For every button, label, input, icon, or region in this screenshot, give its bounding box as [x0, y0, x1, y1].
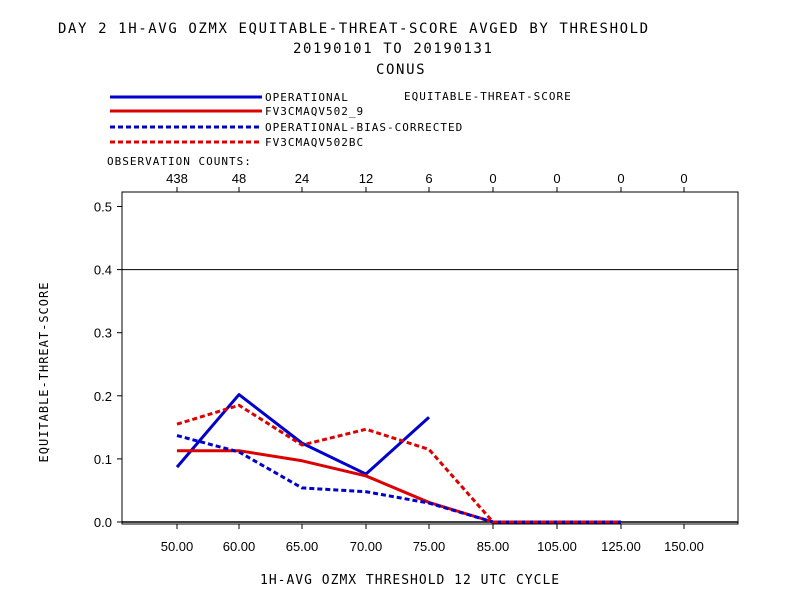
- legend-series-label: OPERATIONAL: [265, 91, 349, 104]
- y-tick-label: 0.4: [94, 263, 112, 278]
- y-tick-label: 0.3: [94, 326, 112, 341]
- series-line: [175, 393, 431, 476]
- legend-series-label: FV3CMAQV502BC: [265, 136, 364, 149]
- x-tick-label: 65.00: [286, 539, 319, 554]
- x-tick-label: 85.00: [477, 539, 510, 554]
- y-tick-label: 0.0: [94, 515, 112, 530]
- observation-count: 24: [295, 171, 309, 186]
- x-tick-label: 105.00: [537, 539, 577, 554]
- observation-count: 0: [489, 171, 496, 186]
- x-axis-label: 1H-AVG OZMX THRESHOLD 12 UTC CYCLE: [260, 573, 561, 588]
- y-axis-label: EQUITABLE-THREAT-SCORE: [37, 281, 51, 463]
- chart-title: DAY 2 1H-AVG OZMX EQUITABLE-THREAT-SCORE…: [58, 21, 650, 37]
- series-line: [176, 434, 621, 524]
- legend-series-label: FV3CMAQV502_9: [265, 105, 364, 118]
- observation-count: 0: [680, 171, 687, 186]
- y-tick-label: 0.2: [94, 389, 112, 404]
- legend-metric-label: EQUITABLE-THREAT-SCORE: [404, 90, 572, 103]
- observation-count: 0: [553, 171, 560, 186]
- x-tick-label: 75.00: [413, 539, 446, 554]
- y-tick-label: 0.5: [94, 200, 112, 215]
- series-line: [176, 403, 621, 524]
- observation-count: 0: [617, 171, 624, 186]
- chart-region: CONUS: [376, 62, 427, 78]
- x-tick-label: 60.00: [223, 539, 256, 554]
- y-tick-label: 0.1: [94, 452, 112, 467]
- x-tick-label: 125.00: [601, 539, 641, 554]
- x-tick-label: 70.00: [350, 539, 383, 554]
- observation-count: 12: [359, 171, 373, 186]
- observation-count: 6: [425, 171, 432, 186]
- legend-series-label: OPERATIONAL-BIAS-CORRECTED: [265, 121, 463, 134]
- observation-count: 438: [166, 171, 188, 186]
- series-line: [177, 449, 621, 524]
- plot-frame: [121, 191, 739, 525]
- observation-counts-label: OBSERVATION COUNTS:: [107, 155, 252, 168]
- chart-date-range: 20190101 TO 20190131: [293, 41, 494, 57]
- x-tick-label: 150.00: [664, 539, 704, 554]
- x-tick-label: 50.00: [161, 539, 194, 554]
- observation-count: 48: [232, 171, 246, 186]
